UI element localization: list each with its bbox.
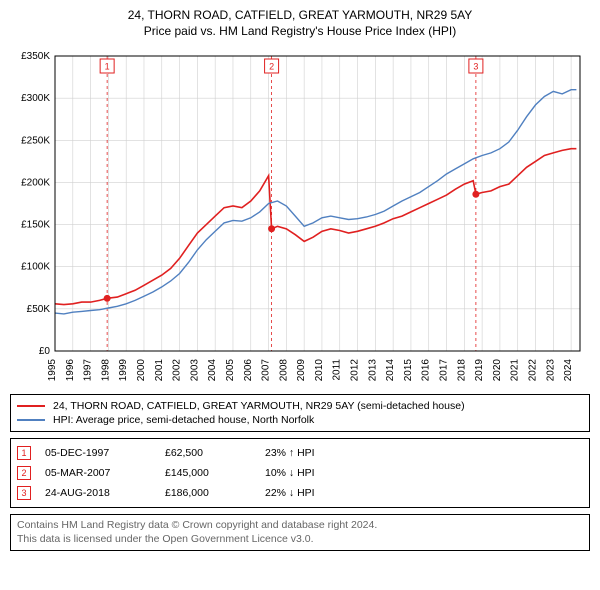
event-date: 24-AUG-2018 <box>45 487 165 499</box>
svg-text:1: 1 <box>105 62 110 72</box>
legend-box: 24, THORN ROAD, CATFIELD, GREAT YARMOUTH… <box>10 394 590 432</box>
event-date: 05-DEC-1997 <box>45 447 165 459</box>
svg-text:2: 2 <box>269 62 274 72</box>
svg-text:1998: 1998 <box>100 359 111 382</box>
legend-swatch <box>17 405 45 407</box>
svg-text:2018: 2018 <box>456 359 467 382</box>
event-marker-dot <box>472 191 479 198</box>
svg-text:2010: 2010 <box>314 359 325 382</box>
event-row: 2 05-MAR-2007£145,00010% ↓ HPI <box>17 463 583 483</box>
svg-text:2017: 2017 <box>439 359 450 382</box>
attribution-line2: This data is licensed under the Open Gov… <box>17 533 583 547</box>
attribution-box: Contains HM Land Registry data © Crown c… <box>10 514 590 551</box>
svg-text:2024: 2024 <box>563 359 574 382</box>
event-badge: 1 <box>17 446 31 460</box>
svg-text:2011: 2011 <box>332 359 343 381</box>
svg-text:2009: 2009 <box>296 359 307 382</box>
svg-text:1999: 1999 <box>118 359 129 382</box>
svg-text:2003: 2003 <box>189 359 200 382</box>
legend-label: 24, THORN ROAD, CATFIELD, GREAT YARMOUTH… <box>53 400 465 412</box>
attribution-line1: Contains HM Land Registry data © Crown c… <box>17 519 583 533</box>
svg-text:2014: 2014 <box>385 359 396 382</box>
svg-text:£250K: £250K <box>21 135 50 146</box>
event-price: £186,000 <box>165 487 265 499</box>
svg-text:2020: 2020 <box>492 359 503 382</box>
page-container: 24, THORN ROAD, CATFIELD, GREAT YARMOUTH… <box>0 0 600 551</box>
svg-text:2008: 2008 <box>278 359 289 382</box>
legend-row: 24, THORN ROAD, CATFIELD, GREAT YARMOUTH… <box>17 399 583 413</box>
title-subtitle: Price paid vs. HM Land Registry's House … <box>10 24 590 38</box>
svg-text:2005: 2005 <box>225 359 236 382</box>
svg-text:2019: 2019 <box>474 359 485 382</box>
svg-text:2023: 2023 <box>545 359 556 382</box>
svg-text:1996: 1996 <box>65 359 76 382</box>
svg-text:£200K: £200K <box>21 177 50 188</box>
svg-text:2016: 2016 <box>421 359 432 382</box>
title-block: 24, THORN ROAD, CATFIELD, GREAT YARMOUTH… <box>0 0 600 42</box>
svg-text:2013: 2013 <box>367 359 378 382</box>
svg-text:£350K: £350K <box>21 51 50 62</box>
svg-text:2000: 2000 <box>136 359 147 382</box>
svg-text:1995: 1995 <box>47 359 58 382</box>
svg-text:1997: 1997 <box>83 359 94 382</box>
legend-swatch <box>17 419 45 421</box>
event-marker-dot <box>268 225 275 232</box>
svg-text:2022: 2022 <box>528 359 539 382</box>
events-box: 1 05-DEC-1997£62,50023% ↑ HPI 2 05-MAR-2007… <box>10 438 590 508</box>
svg-text:£300K: £300K <box>21 93 50 104</box>
event-price: £62,500 <box>165 447 265 459</box>
svg-text:2007: 2007 <box>261 359 272 382</box>
svg-text:£100K: £100K <box>21 262 50 273</box>
svg-text:£0: £0 <box>39 346 51 357</box>
svg-text:2021: 2021 <box>510 359 521 382</box>
event-delta: 23% ↑ HPI <box>265 447 385 459</box>
svg-text:2006: 2006 <box>243 359 254 382</box>
svg-text:2012: 2012 <box>350 359 361 382</box>
legend-row: HPI: Average price, semi-detached house,… <box>17 413 583 427</box>
svg-text:3: 3 <box>473 62 478 72</box>
svg-text:£150K: £150K <box>21 220 50 231</box>
legend-label: HPI: Average price, semi-detached house,… <box>53 414 314 426</box>
svg-text:2015: 2015 <box>403 359 414 382</box>
event-price: £145,000 <box>165 467 265 479</box>
svg-text:£50K: £50K <box>27 304 51 315</box>
title-address: 24, THORN ROAD, CATFIELD, GREAT YARMOUTH… <box>10 8 590 22</box>
event-badge: 2 <box>17 466 31 480</box>
event-row: 1 05-DEC-1997£62,50023% ↑ HPI <box>17 443 583 463</box>
svg-text:2001: 2001 <box>154 359 165 382</box>
svg-text:2004: 2004 <box>207 359 218 382</box>
event-date: 05-MAR-2007 <box>45 467 165 479</box>
event-marker-dot <box>104 295 111 302</box>
price-chart: £0 £50K £100K £150K £200K £250K £300K £350K 1995… <box>10 46 590 386</box>
event-delta: 10% ↓ HPI <box>265 467 385 479</box>
svg-text:2002: 2002 <box>172 359 183 382</box>
event-delta: 22% ↓ HPI <box>265 487 385 499</box>
event-badge: 3 <box>17 486 31 500</box>
event-row: 3 24-AUG-2018£186,00022% ↓ HPI <box>17 483 583 503</box>
